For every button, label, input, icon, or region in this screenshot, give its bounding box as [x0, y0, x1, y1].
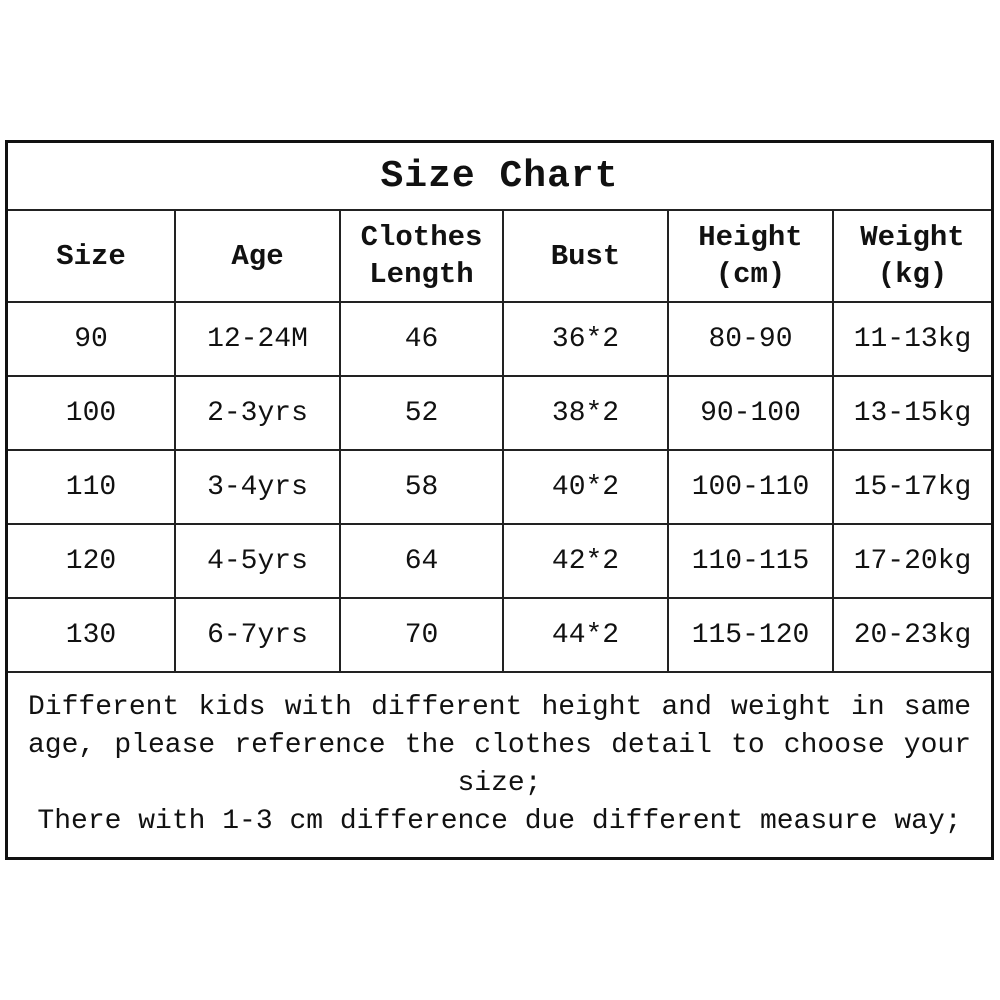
table-cell: 13-15kg	[832, 375, 991, 451]
column-header: Size	[8, 211, 176, 303]
table-cell: 12-24M	[174, 302, 341, 377]
table-row: 120 4-5yrs 64 42*2 110-115 17-20kg	[8, 523, 991, 599]
size-chart: Size Chart Size Age Clothes Length Bust Heig…	[5, 140, 994, 860]
table-cell: 52	[339, 375, 504, 451]
chart-title: Size Chart	[8, 143, 991, 211]
table-cell: 120	[8, 523, 176, 599]
column-header: Weight (kg)	[832, 211, 991, 303]
table-cell: 58	[339, 449, 504, 525]
size-table: Size Age Clothes Length Bust Height (cm) Weig…	[8, 211, 991, 673]
table-cell: 4-5yrs	[174, 523, 341, 599]
table-row: 130 6-7yrs 70 44*2 115-120 20-23kg	[8, 597, 991, 673]
table-cell: 42*2	[502, 523, 669, 599]
column-header: Clothes Length	[339, 211, 504, 303]
table-cell: 40*2	[502, 449, 669, 525]
note-2: There with 1-3 cm difference due differe…	[37, 806, 962, 837]
table-cell: 36*2	[502, 302, 669, 377]
table-row: 110 3-4yrs 58 40*2 100-110 15-17kg	[8, 449, 991, 525]
table-cell: 100-110	[667, 449, 834, 525]
table-cell: 80-90	[667, 302, 834, 377]
table-cell: 17-20kg	[832, 523, 991, 599]
column-header: Age	[174, 211, 341, 303]
notes: Different kids with different height and…	[8, 673, 991, 841]
table-cell: 2-3yrs	[174, 375, 341, 451]
table-cell: 110	[8, 449, 176, 525]
table-cell: 6-7yrs	[174, 597, 341, 673]
table-cell: 20-23kg	[832, 597, 991, 673]
table-cell: 90-100	[667, 375, 834, 451]
note-1: Different kids with different height and…	[28, 692, 971, 799]
column-header: Height (cm)	[667, 211, 834, 303]
table-row: 90 12-24M 46 36*2 80-90 11-13kg	[8, 302, 991, 377]
table-cell: 11-13kg	[832, 302, 991, 377]
table-row: 100 2-3yrs 52 38*2 90-100 13-15kg	[8, 375, 991, 451]
table-cell: 115-120	[667, 597, 834, 673]
table-cell: 130	[8, 597, 176, 673]
table-cell: 110-115	[667, 523, 834, 599]
table-cell: 38*2	[502, 375, 669, 451]
table-cell: 15-17kg	[832, 449, 991, 525]
header-row: Size Age Clothes Length Bust Height (cm) Weig…	[8, 211, 991, 303]
table-cell: 90	[8, 302, 176, 377]
table-cell: 64	[339, 523, 504, 599]
table-cell: 3-4yrs	[174, 449, 341, 525]
table-cell: 100	[8, 375, 176, 451]
table-cell: 46	[339, 302, 504, 377]
table-cell: 70	[339, 597, 504, 673]
table-cell: 44*2	[502, 597, 669, 673]
column-header: Bust	[502, 211, 669, 303]
